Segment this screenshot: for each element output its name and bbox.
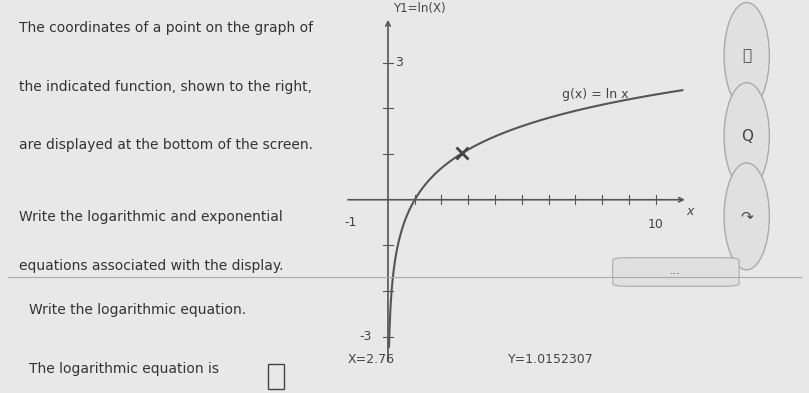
Text: -3: -3: [359, 330, 372, 343]
Circle shape: [724, 2, 769, 109]
Text: Y=1.0152307: Y=1.0152307: [508, 353, 594, 366]
Text: ↷: ↷: [740, 209, 753, 224]
FancyBboxPatch shape: [612, 258, 739, 286]
FancyBboxPatch shape: [268, 364, 284, 389]
Text: ⌕: ⌕: [742, 48, 752, 63]
Text: 10: 10: [648, 218, 663, 231]
Text: are displayed at the bottom of the screen.: are displayed at the bottom of the scree…: [19, 138, 313, 152]
Text: Write the logarithmic and exponential: Write the logarithmic and exponential: [19, 210, 282, 224]
Text: 3: 3: [395, 56, 403, 69]
Text: Write the logarithmic equation.: Write the logarithmic equation.: [29, 303, 247, 317]
Text: -1: -1: [345, 216, 357, 229]
Text: g(x) = ln x: g(x) = ln x: [562, 88, 629, 101]
Text: ...: ...: [670, 266, 680, 276]
Text: The logarithmic equation is: The logarithmic equation is: [29, 362, 224, 376]
Text: x: x: [687, 205, 694, 218]
Text: Q: Q: [741, 129, 752, 143]
Text: equations associated with the display.: equations associated with the display.: [19, 259, 283, 274]
Text: Y1=ln(X): Y1=ln(X): [393, 2, 446, 15]
Text: X=2.76: X=2.76: [348, 353, 395, 366]
Text: The coordinates of a point on the graph of: The coordinates of a point on the graph …: [19, 21, 313, 35]
Circle shape: [724, 163, 769, 270]
Text: the indicated function, shown to the right,: the indicated function, shown to the rig…: [19, 81, 311, 94]
Circle shape: [724, 83, 769, 189]
